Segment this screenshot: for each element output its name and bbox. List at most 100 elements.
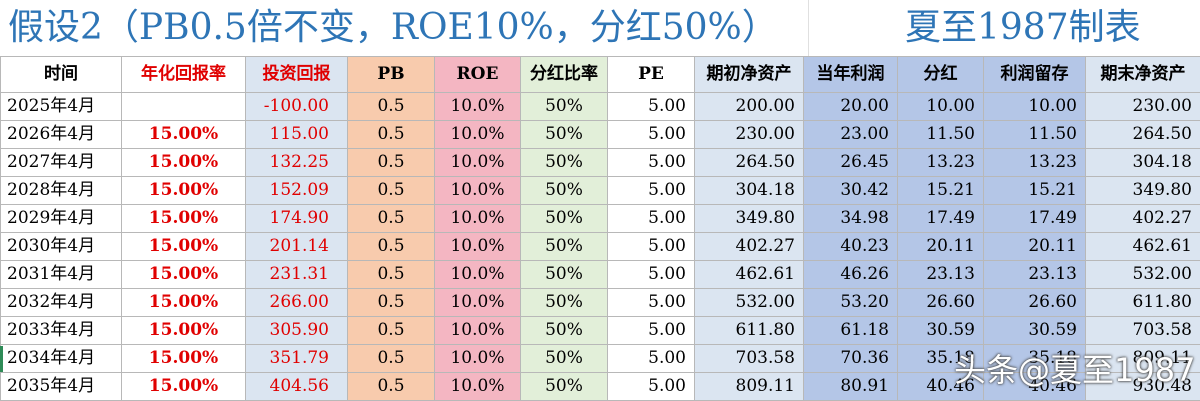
cell-time[interactable]: 2034年4月 xyxy=(1,345,122,373)
cell-roe[interactable]: 10.0% xyxy=(435,149,521,177)
cell-annual-profit[interactable]: 61.18 xyxy=(804,317,898,345)
cell-dividend[interactable]: 17.49 xyxy=(898,205,984,233)
header-retained-profit[interactable]: 利润留存 xyxy=(984,57,1086,93)
cell-annual-profit[interactable]: 30.42 xyxy=(804,177,898,205)
cell-closing-net-assets[interactable]: 462.61 xyxy=(1086,233,1200,261)
cell-retained-profit[interactable]: 23.13 xyxy=(984,261,1086,289)
cell-pb[interactable]: 0.5 xyxy=(348,149,435,177)
cell-roe[interactable]: 10.0% xyxy=(435,233,521,261)
cell-pe[interactable]: 5.00 xyxy=(608,149,695,177)
cell-roe[interactable]: 10.0% xyxy=(435,345,521,373)
cell-pb[interactable]: 0.5 xyxy=(348,261,435,289)
cell-time[interactable]: 2027年4月 xyxy=(1,149,122,177)
cell-roe[interactable]: 10.0% xyxy=(435,317,521,345)
cell-pe[interactable]: 5.00 xyxy=(608,317,695,345)
header-opening-net-assets[interactable]: 期初净资产 xyxy=(695,57,804,93)
cell-retained-profit[interactable]: 15.21 xyxy=(984,177,1086,205)
cell-payout-ratio[interactable]: 50% xyxy=(521,205,608,233)
cell-opening-net-assets[interactable]: 809.11 xyxy=(695,373,804,401)
cell-pe[interactable]: 5.00 xyxy=(608,177,695,205)
cell-annual-profit[interactable]: 40.23 xyxy=(804,233,898,261)
cell-annual-return[interactable]: 15.00% xyxy=(122,205,246,233)
cell-time[interactable]: 2029年4月 xyxy=(1,205,122,233)
cell-opening-net-assets[interactable]: 349.80 xyxy=(695,205,804,233)
cell-time[interactable]: 2035年4月 xyxy=(1,373,122,401)
cell-pe[interactable]: 5.00 xyxy=(608,261,695,289)
cell-pe[interactable]: 5.00 xyxy=(608,121,695,149)
cell-investment-return[interactable]: 266.00 xyxy=(246,289,348,317)
cell-pe[interactable]: 5.00 xyxy=(608,233,695,261)
cell-annual-profit[interactable]: 80.91 xyxy=(804,373,898,401)
cell-closing-net-assets[interactable]: 304.18 xyxy=(1086,149,1200,177)
cell-opening-net-assets[interactable]: 402.27 xyxy=(695,233,804,261)
cell-closing-net-assets[interactable]: 230.00 xyxy=(1086,93,1200,121)
cell-dividend[interactable]: 11.50 xyxy=(898,121,984,149)
cell-roe[interactable]: 10.0% xyxy=(435,93,521,121)
cell-pe[interactable]: 5.00 xyxy=(608,345,695,373)
cell-annual-profit[interactable]: 70.36 xyxy=(804,345,898,373)
cell-retained-profit[interactable]: 26.60 xyxy=(984,289,1086,317)
cell-retained-profit[interactable]: 20.11 xyxy=(984,233,1086,261)
cell-pe[interactable]: 5.00 xyxy=(608,93,695,121)
cell-opening-net-assets[interactable]: 304.18 xyxy=(695,177,804,205)
cell-payout-ratio[interactable]: 50% xyxy=(521,289,608,317)
cell-pb[interactable]: 0.5 xyxy=(348,373,435,401)
header-pe[interactable]: PE xyxy=(608,57,695,93)
cell-roe[interactable]: 10.0% xyxy=(435,373,521,401)
header-closing-net-assets[interactable]: 期末净资产 xyxy=(1086,57,1200,93)
cell-payout-ratio[interactable]: 50% xyxy=(521,345,608,373)
cell-time[interactable]: 2026年4月 xyxy=(1,121,122,149)
cell-dividend[interactable]: 30.59 xyxy=(898,317,984,345)
cell-time[interactable]: 2025年4月 xyxy=(1,93,122,121)
cell-time[interactable]: 2028年4月 xyxy=(1,177,122,205)
cell-pb[interactable]: 0.5 xyxy=(348,289,435,317)
cell-retained-profit[interactable]: 10.00 xyxy=(984,93,1086,121)
cell-annual-profit[interactable]: 53.20 xyxy=(804,289,898,317)
cell-pb[interactable]: 0.5 xyxy=(348,121,435,149)
cell-investment-return[interactable]: 201.14 xyxy=(246,233,348,261)
cell-annual-profit[interactable]: 23.00 xyxy=(804,121,898,149)
cell-annual-profit[interactable]: 46.26 xyxy=(804,261,898,289)
cell-investment-return[interactable]: 132.25 xyxy=(246,149,348,177)
cell-payout-ratio[interactable]: 50% xyxy=(521,373,608,401)
header-time[interactable]: 时间 xyxy=(1,57,122,93)
header-roe[interactable]: ROE xyxy=(435,57,521,93)
cell-annual-profit[interactable]: 26.45 xyxy=(804,149,898,177)
cell-roe[interactable]: 10.0% xyxy=(435,289,521,317)
cell-pb[interactable]: 0.5 xyxy=(348,177,435,205)
cell-dividend[interactable]: 13.23 xyxy=(898,149,984,177)
cell-payout-ratio[interactable]: 50% xyxy=(521,177,608,205)
cell-closing-net-assets[interactable]: 402.27 xyxy=(1086,205,1200,233)
cell-investment-return[interactable]: -100.00 xyxy=(246,93,348,121)
cell-payout-ratio[interactable]: 50% xyxy=(521,121,608,149)
cell-annual-return[interactable]: 15.00% xyxy=(122,233,246,261)
cell-annual-return[interactable]: 15.00% xyxy=(122,317,246,345)
cell-opening-net-assets[interactable]: 703.58 xyxy=(695,345,804,373)
cell-annual-return[interactable] xyxy=(122,93,246,121)
cell-pb[interactable]: 0.5 xyxy=(348,233,435,261)
cell-annual-return[interactable]: 15.00% xyxy=(122,373,246,401)
cell-closing-net-assets[interactable]: 264.50 xyxy=(1086,121,1200,149)
cell-roe[interactable]: 10.0% xyxy=(435,177,521,205)
cell-opening-net-assets[interactable]: 611.80 xyxy=(695,317,804,345)
cell-payout-ratio[interactable]: 50% xyxy=(521,233,608,261)
cell-roe[interactable]: 10.0% xyxy=(435,121,521,149)
cell-payout-ratio[interactable]: 50% xyxy=(521,317,608,345)
cell-annual-profit[interactable]: 20.00 xyxy=(804,93,898,121)
cell-annual-profit[interactable]: 34.98 xyxy=(804,205,898,233)
cell-retained-profit[interactable]: 13.23 xyxy=(984,149,1086,177)
cell-closing-net-assets[interactable]: 532.00 xyxy=(1086,261,1200,289)
cell-investment-return[interactable]: 152.09 xyxy=(246,177,348,205)
cell-retained-profit[interactable]: 17.49 xyxy=(984,205,1086,233)
header-investment-return[interactable]: 投资回报 xyxy=(246,57,348,93)
cell-dividend[interactable]: 20.11 xyxy=(898,233,984,261)
cell-retained-profit[interactable]: 11.50 xyxy=(984,121,1086,149)
cell-investment-return[interactable]: 351.79 xyxy=(246,345,348,373)
header-annual-profit[interactable]: 当年利润 xyxy=(804,57,898,93)
cell-opening-net-assets[interactable]: 462.61 xyxy=(695,261,804,289)
cell-pb[interactable]: 0.5 xyxy=(348,205,435,233)
cell-closing-net-assets[interactable]: 349.80 xyxy=(1086,177,1200,205)
cell-opening-net-assets[interactable]: 200.00 xyxy=(695,93,804,121)
cell-pb[interactable]: 0.5 xyxy=(348,93,435,121)
cell-pe[interactable]: 5.00 xyxy=(608,205,695,233)
